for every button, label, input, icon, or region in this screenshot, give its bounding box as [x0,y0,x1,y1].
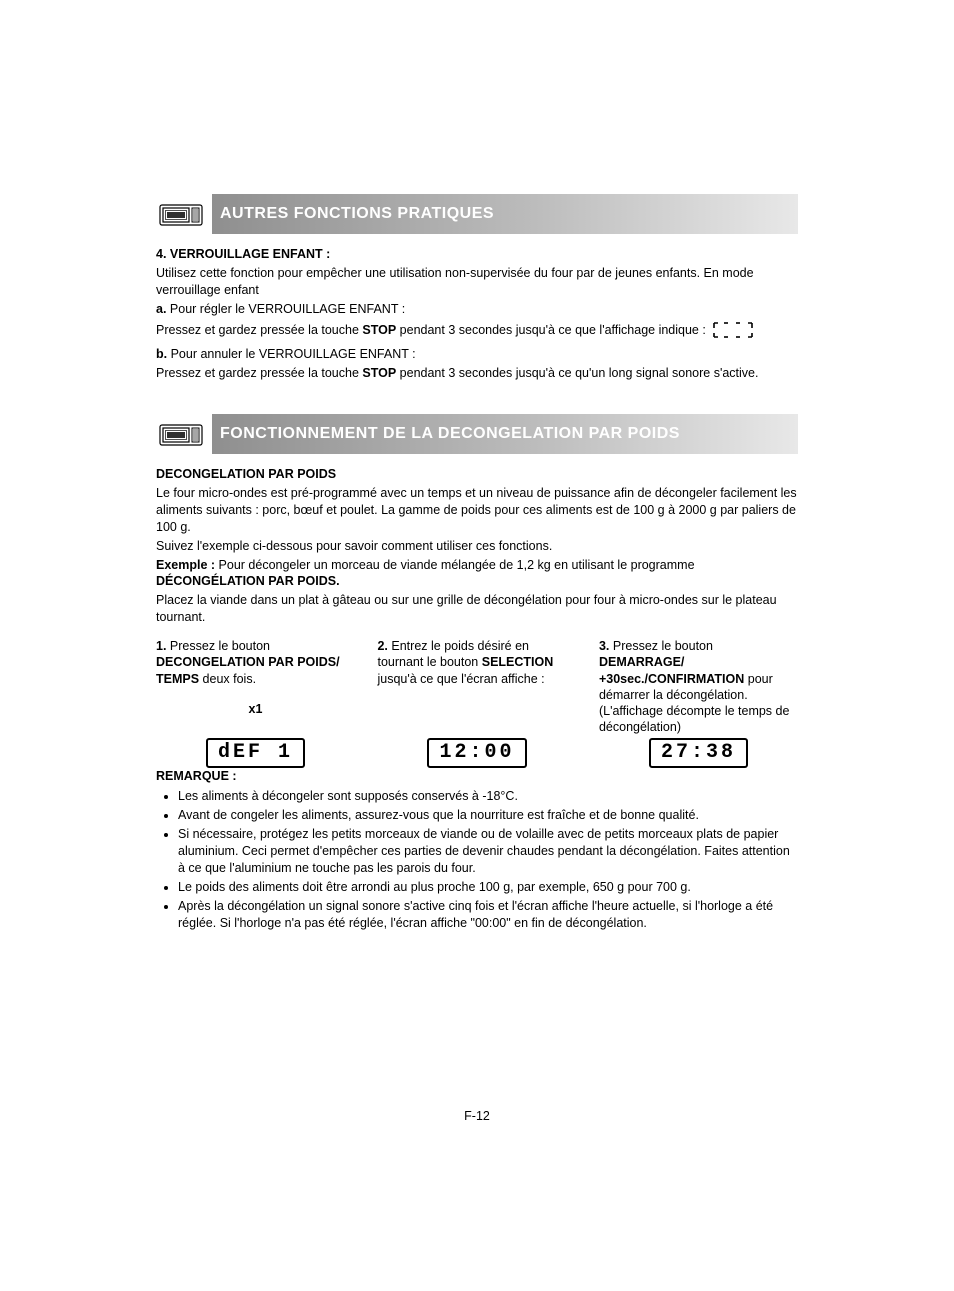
defrost-heading: DECONGELATION PAR POIDS [156,466,798,483]
childlock-a-action-2: pendant 3 secondes jusqu'à ce que l'affi… [396,323,709,337]
remark-item: Les aliments à décongeler sont supposés … [178,788,798,805]
stop-label-2: STOP [362,366,396,380]
steps-row: 1. Pressez le bouton DECONGELATION PAR P… [156,638,798,736]
step-3-b: DEMARRAGE/ +30sec./CONFIRMATION [599,655,744,685]
step-3-a: Pressez le bouton [609,639,713,653]
lock-display-icon [711,320,755,345]
childlock-b-text: Pour annuler le VERROUILLAGE ENFANT : [171,347,416,361]
section-title-2: FONCTIONNEMENT DE LA DECONGELATION PAR P… [212,414,798,454]
defrost-example: Exemple : Pour décongeler un morceau de … [156,557,798,591]
section-title-1: AUTRES FONCTIONS PRATIQUES [212,194,798,234]
step-2-c: jusqu'à ce que l'écran affiche : [377,672,544,686]
display-col-1: dEF 1 [156,738,355,768]
childlock-b-action-1: Pressez et gardez pressée la touche [156,366,362,380]
example-bold: DÉCONGÉLATION PAR POIDS. [156,574,340,588]
childlock-a-label: a. [156,302,166,316]
remark-item: Après la décongélation un signal sonore … [178,898,798,932]
childlock-a-action: Pressez et gardez pressée la touche STOP… [156,320,798,345]
childlock-section: 4. VERROUILLAGE ENFANT : Utilisez cette … [156,246,798,382]
step-1: 1. Pressez le bouton DECONGELATION PAR P… [156,638,355,736]
childlock-a-text: Pour régler le VERROUILLAGE ENFANT : [170,302,405,316]
step-2-num: 2. [377,639,387,653]
microwave-icon [156,414,206,454]
childlock-heading: 4. VERROUILLAGE ENFANT : [156,246,798,263]
childlock-b-action-2: pendant 3 secondes jusqu'à ce qu'un long… [396,366,758,380]
section-header-2: FONCTIONNEMENT DE LA DECONGELATION PAR P… [156,414,798,454]
stop-label-1: STOP [362,323,396,337]
step-1-num: 1. [156,639,166,653]
step-1-x1: x1 [156,701,355,717]
remarks-list: Les aliments à décongeler sont supposés … [156,788,798,931]
display-col-2: 12:00 [377,738,576,768]
example-label: Exemple : [156,558,215,572]
defrost-para2: Suivez l'exemple ci-dessous pour savoir … [156,538,798,555]
step-3-num: 3. [599,639,609,653]
remark-label: REMARQUE : [156,768,798,785]
defrost-para1: Le four micro-ondes est pré-programmé av… [156,485,798,536]
defrost-para3: Placez la viande dans un plat à gâteau o… [156,592,798,626]
remark-item: Si nécessaire, protégez les petits morce… [178,826,798,877]
childlock-b-action: Pressez et gardez pressée la touche STOP… [156,365,798,382]
page-number: F-12 [0,1109,954,1123]
step-2: 2. Entrez le poids désiré en tournant le… [377,638,576,736]
step-3: 3. Pressez le bouton DEMARRAGE/ +30sec./… [599,638,798,736]
lcd-display-2: 12:00 [427,738,526,768]
childlock-intro: Utilisez cette fonction pour empêcher un… [156,265,798,299]
defrost-section: DECONGELATION PAR POIDS Le four micro-on… [156,466,798,931]
section-header-1: AUTRES FONCTIONS PRATIQUES [156,194,798,234]
childlock-b-label: b. [156,347,167,361]
display-col-3: 27:38 [599,738,798,768]
microwave-icon [156,194,206,234]
step-1-a: Pressez le bouton [166,639,270,653]
remark-item: Avant de congeler les aliments, assurez-… [178,807,798,824]
lcd-display-1: dEF 1 [206,738,305,768]
step-1-c: deux fois. [199,672,256,686]
lcd-display-3: 27:38 [649,738,748,768]
page: AUTRES FONCTIONS PRATIQUES 4. VERROUILLA… [0,0,954,1291]
example-text-1: Pour décongeler un morceau de viande mél… [215,558,694,572]
displays-row: dEF 1 12:00 27:38 [156,738,798,768]
childlock-b-line: b. Pour annuler le VERROUILLAGE ENFANT : [156,346,798,363]
childlock-a-line: a. Pour régler le VERROUILLAGE ENFANT : [156,301,798,318]
remark-item: Le poids des aliments doit être arrondi … [178,879,798,896]
childlock-a-action-1: Pressez et gardez pressée la touche [156,323,362,337]
step-2-b: SELECTION [482,655,554,669]
